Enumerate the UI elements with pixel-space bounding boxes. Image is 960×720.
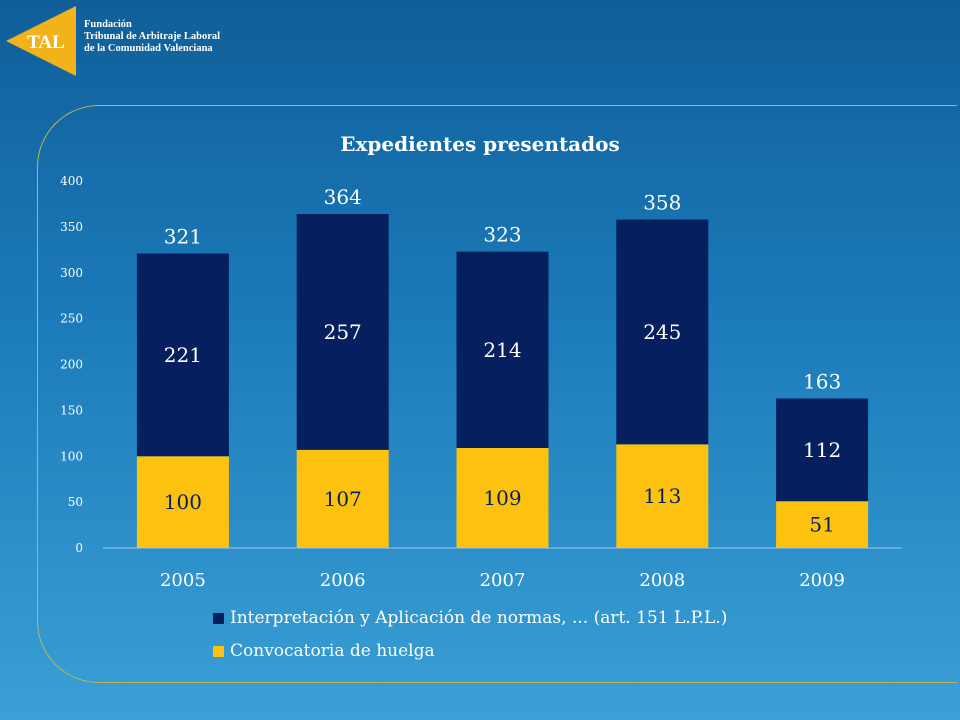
x-tick-label: 2006 [320, 570, 366, 591]
org-line-1: Fundación [84, 19, 132, 30]
chart-panel [37, 105, 957, 683]
y-tick-label: 100 [60, 449, 83, 463]
data-label-interpretacion: 112 [803, 438, 841, 462]
data-label-interpretacion: 214 [483, 338, 521, 362]
bar-huelga [776, 501, 869, 548]
data-label-interpretacion: 245 [643, 320, 681, 344]
bar-interpretacion [136, 253, 229, 457]
logo-triangle-shape [6, 6, 76, 76]
data-label-huelga: 113 [643, 484, 681, 508]
organization-name: Fundación Tribunal de Arbitraje Laboral … [84, 19, 220, 55]
x-tick-label: 2009 [799, 570, 845, 591]
bar-interpretacion [456, 251, 549, 448]
data-label-interpretacion: 257 [324, 320, 362, 344]
y-tick-label: 400 [60, 174, 83, 188]
x-tick-label: 2005 [160, 570, 206, 591]
legend-label-huelga: Convocatoria de huelga [230, 641, 435, 661]
legend-swatch-navy [213, 612, 224, 624]
bar-huelga [456, 447, 549, 548]
bar-interpretacion [776, 398, 869, 502]
data-label-total: 364 [324, 185, 362, 209]
y-tick-label: 0 [75, 541, 83, 555]
data-label-interpretacion: 221 [164, 343, 202, 367]
y-tick-label: 350 [60, 220, 83, 234]
chart-title: Expedientes presentados [340, 132, 619, 156]
legend-swatch-gold [213, 645, 224, 657]
bar-huelga [136, 456, 229, 548]
data-label-huelga: 51 [809, 513, 834, 537]
legend-item-huelga: Convocatoria de huelga [213, 641, 435, 661]
x-tick-label: 2008 [639, 570, 685, 591]
legend-item-interpretacion: Interpretación y Aplicación de normas, .… [213, 608, 727, 628]
y-tick-label: 250 [60, 312, 83, 326]
x-tick-label: 2007 [480, 570, 526, 591]
bar-interpretacion [296, 214, 389, 450]
org-line-2: Tribunal de Arbitraje Laboral [84, 31, 221, 42]
data-label-total: 323 [483, 223, 521, 247]
data-label-total: 358 [643, 191, 681, 215]
y-tick-label: 200 [60, 358, 83, 372]
y-tick-label: 300 [60, 266, 83, 280]
data-label-total: 321 [164, 224, 202, 248]
logo-text: TAL [27, 32, 65, 53]
org-line-3: de la Comunidad Valenciana [84, 43, 213, 54]
bar-interpretacion [616, 219, 709, 445]
tal-logo: TAL [6, 6, 76, 76]
data-label-huelga: 109 [483, 486, 521, 510]
y-tick-label: 50 [68, 495, 83, 509]
bar-huelga [296, 449, 389, 548]
data-label-huelga: 107 [324, 487, 362, 511]
data-label-huelga: 100 [164, 490, 202, 514]
data-label-total: 163 [803, 369, 841, 393]
y-tick-label: 150 [60, 403, 83, 417]
legend-label-interpretacion: Interpretación y Aplicación de normas, .… [230, 608, 728, 628]
bar-huelga [616, 444, 709, 548]
